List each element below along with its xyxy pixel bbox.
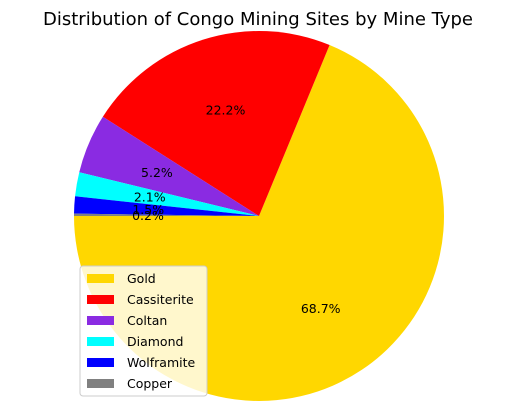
pie-slice-wolframite bbox=[74, 196, 259, 216]
chart-title: Distribution of Congo Mining Sites by Mi… bbox=[43, 9, 473, 30]
legend-swatch-coltan bbox=[87, 316, 114, 325]
legend-label-gold: Gold bbox=[127, 271, 156, 286]
legend-label-cassiterite: Cassiterite bbox=[127, 292, 194, 307]
legend-swatch-diamond bbox=[87, 337, 114, 346]
pie-slice-diamond bbox=[75, 172, 259, 216]
legend-label-copper: Copper bbox=[127, 376, 173, 391]
pie-slice-copper bbox=[73, 213, 259, 216]
pct-label-gold: 68.7% bbox=[301, 301, 341, 316]
pie-slice-cassiterite bbox=[102, 31, 330, 217]
legend: Gold Cassiterite Coltan Diamond Wolframite Co… bbox=[79, 265, 208, 397]
pct-label-coltan: 5.2% bbox=[141, 165, 173, 180]
legend-label-wolframite: Wolframite bbox=[127, 355, 195, 370]
legend-swatch-wolframite bbox=[87, 358, 114, 367]
legend-label-diamond: Diamond bbox=[127, 334, 183, 349]
legend-swatch-cassiterite bbox=[87, 295, 114, 304]
pie-slice-coltan bbox=[79, 116, 259, 216]
pct-label-cassiterite: 22.2% bbox=[206, 103, 246, 118]
pie-percent-labels: 68.7% 22.2% 5.2% 2.1%1.5%0.2% bbox=[132, 103, 341, 316]
pct-label-wolframite: 1.5% bbox=[132, 202, 164, 217]
legend-label-coltan: Coltan bbox=[127, 313, 167, 328]
pct-label-copper: 0.2% bbox=[132, 208, 164, 223]
pct-label-diamond: 2.1% bbox=[134, 189, 166, 204]
legend-swatch-copper bbox=[87, 379, 114, 388]
legend-swatch-gold bbox=[87, 274, 114, 283]
